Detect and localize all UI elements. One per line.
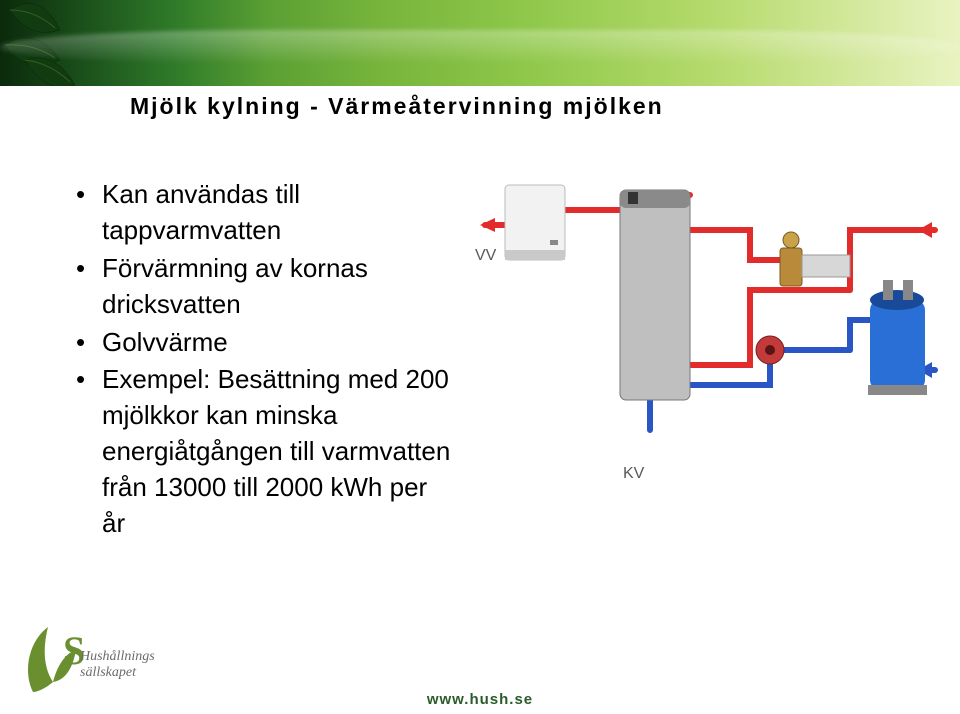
footer-url: www.hush.se xyxy=(0,691,960,708)
banner-highlight xyxy=(0,30,960,64)
bullet-list: Kan användas till tappvarmvatten Förvärm… xyxy=(76,177,456,544)
slide: Mjölk kylning - Värmeåtervinning mjölken… xyxy=(0,0,960,714)
slide-title: Mjölk kylning - Värmeåtervinning mjölken xyxy=(130,93,664,120)
list-item: Förvärmning av kornas dricksvatten xyxy=(76,251,456,323)
compressor-icon xyxy=(868,280,927,395)
svg-text:Hushållnings: Hushållnings xyxy=(79,649,155,664)
label-hot-water: VV xyxy=(475,247,497,264)
svg-text:sällskapet: sällskapet xyxy=(80,665,137,680)
label-cold-water: KV xyxy=(623,465,645,482)
list-item: Exempel: Besättning med 200 mjölkkor kan… xyxy=(76,362,456,541)
valve-icon xyxy=(780,232,850,286)
heat-recovery-diagram: VV KV xyxy=(420,170,940,500)
banner xyxy=(0,0,960,86)
tank-icon xyxy=(620,190,690,400)
list-item: Kan användas till tappvarmvatten xyxy=(76,177,456,249)
list-item: Golvvärme xyxy=(76,325,456,361)
pump-icon xyxy=(756,336,784,364)
org-logo: S Hushållnings sällskapet xyxy=(18,622,188,702)
boiler-icon xyxy=(505,185,565,260)
